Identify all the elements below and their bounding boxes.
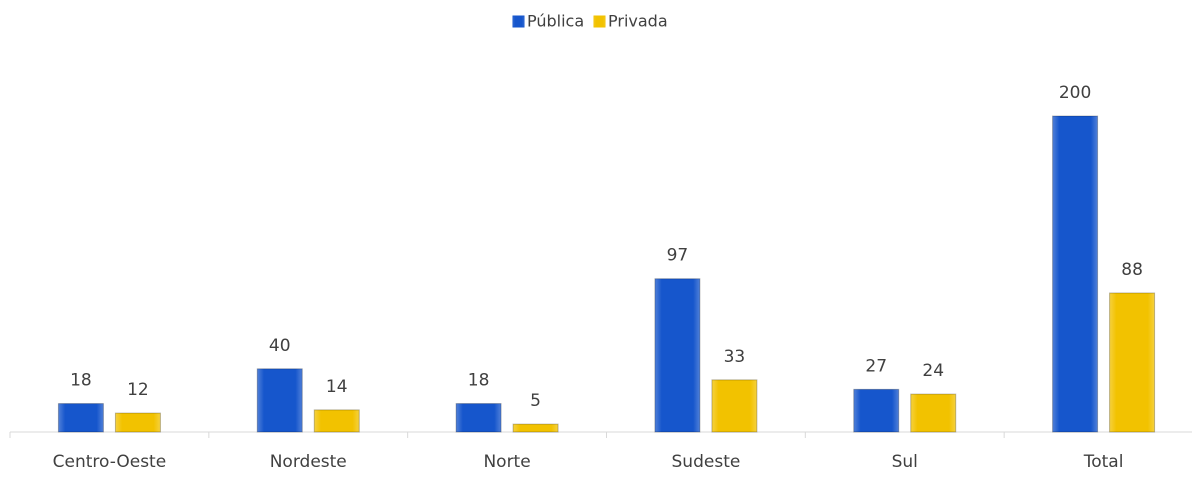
bar bbox=[313, 409, 360, 433]
bar bbox=[512, 423, 559, 433]
legend-swatch bbox=[512, 15, 525, 28]
legend-label: Privada bbox=[608, 12, 668, 31]
x-tick-label: Sudeste bbox=[672, 452, 741, 472]
bar bbox=[57, 403, 104, 433]
bar bbox=[1052, 115, 1099, 433]
data-label: 27 bbox=[865, 356, 887, 376]
bar bbox=[910, 393, 957, 433]
x-tick-label: Centro-Oeste bbox=[53, 452, 167, 472]
legend-label: Pública bbox=[527, 12, 584, 31]
data-label: 24 bbox=[922, 361, 944, 381]
bar bbox=[114, 412, 161, 433]
x-tick-label: Sul bbox=[892, 452, 918, 472]
legend-swatch bbox=[593, 15, 606, 28]
data-label: 18 bbox=[468, 371, 490, 391]
data-label: 12 bbox=[127, 380, 149, 400]
bar bbox=[256, 368, 303, 433]
data-label: 97 bbox=[667, 246, 689, 266]
bar bbox=[654, 278, 701, 433]
x-tick-label: Total bbox=[1083, 452, 1124, 472]
data-label: 14 bbox=[326, 377, 348, 397]
data-label: 200 bbox=[1059, 83, 1091, 103]
bar bbox=[711, 379, 758, 433]
data-label: 5 bbox=[530, 391, 541, 411]
data-label: 40 bbox=[269, 336, 291, 356]
bar bbox=[853, 388, 900, 433]
x-tick-label: Nordeste bbox=[270, 452, 347, 472]
data-label: 88 bbox=[1121, 260, 1143, 280]
data-label: 33 bbox=[724, 347, 746, 367]
x-tick-label: Norte bbox=[483, 452, 530, 472]
data-label: 18 bbox=[70, 371, 92, 391]
bar bbox=[1109, 292, 1156, 433]
bar bbox=[455, 403, 502, 433]
